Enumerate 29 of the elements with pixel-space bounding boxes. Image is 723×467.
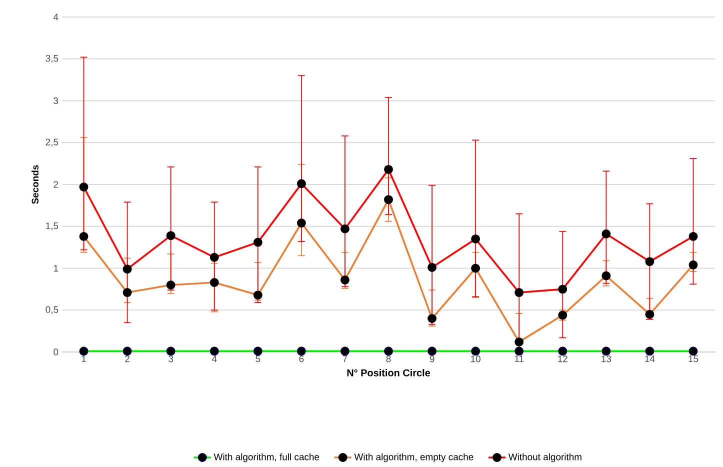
- x-tick-label: 10: [471, 356, 480, 362]
- x-tick-label: 6: [299, 356, 304, 362]
- y-tick-label: 1,5: [46, 222, 58, 230]
- x-tick-label: 8: [386, 356, 391, 362]
- x-tick-label: 12: [558, 356, 568, 362]
- x-tick-label: 5: [256, 356, 260, 362]
- x-tick-label: 2: [125, 356, 130, 362]
- y-tick-label: 2,5: [46, 138, 58, 147]
- x-tick-label: 7: [342, 356, 348, 362]
- x-tick-label: 15: [688, 356, 698, 362]
- x-tick-label: 13: [602, 356, 612, 362]
- x-tick-label: 1: [82, 356, 86, 362]
- legend-label: Without algorithm: [508, 453, 582, 462]
- y-tick-label: 0: [54, 348, 58, 356]
- y-tick-label: 0,5: [46, 306, 58, 314]
- y-tick-label: 1: [54, 264, 58, 272]
- x-axis-title: N° Position Circle: [347, 369, 430, 376]
- x-tick-label: 9: [430, 356, 434, 362]
- x-tick-label: 3: [168, 356, 174, 362]
- x-tick-label: 4: [212, 356, 217, 362]
- x-tick-label: 14: [645, 356, 655, 362]
- y-axis-title: Seconds: [32, 165, 38, 204]
- y-tick-label: 2: [54, 181, 58, 188]
- y-tick-label: 3,5: [46, 54, 58, 63]
- y-tick-label: 3: [54, 97, 58, 104]
- y-tick-label: 4: [53, 14, 58, 20]
- legend-label: With algorithm, full cache: [214, 453, 320, 462]
- legend-label: With algorithm, empty cache: [354, 453, 474, 462]
- x-tick-label: 11: [514, 356, 524, 362]
